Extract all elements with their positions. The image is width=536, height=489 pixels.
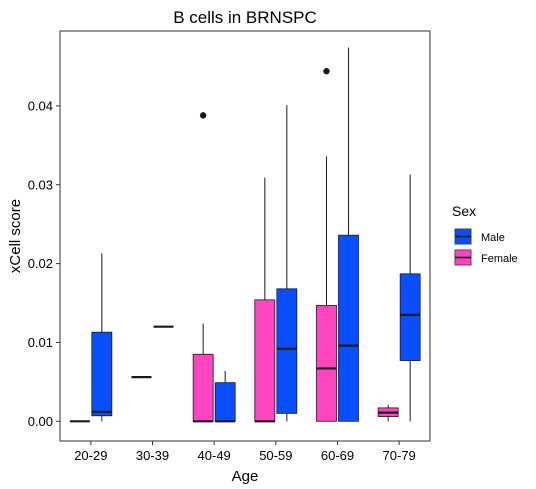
- x-axis-title: Age: [232, 468, 259, 485]
- box-layer: [69, 47, 421, 423]
- box-body: [214, 382, 236, 422]
- legend: Sex Male Female: [452, 203, 518, 267]
- legend-title: Sex: [452, 203, 476, 219]
- x-tick-label: 50-59: [259, 448, 292, 463]
- box-male-60-69: [338, 47, 359, 422]
- plot-panel: [59, 30, 431, 442]
- x-tick-label: 70-79: [383, 448, 416, 463]
- y-tick-label: 0.02: [28, 256, 53, 271]
- y-tick-label: 0.03: [28, 177, 53, 192]
- box-body: [91, 331, 113, 417]
- box-body: [399, 273, 421, 361]
- x-tick-label: 60-69: [321, 448, 354, 463]
- y-tick-label: 0.01: [28, 335, 53, 350]
- box-body: [316, 304, 337, 422]
- legend-entry-male: Male: [454, 228, 505, 246]
- box-female-40-49: [192, 112, 214, 423]
- legend-label-female: Female: [481, 253, 518, 265]
- box-body: [192, 353, 214, 422]
- box-body: [338, 234, 359, 422]
- x-tick-label: 30-39: [136, 448, 169, 463]
- box-body: [254, 299, 276, 422]
- box-male-70-79: [399, 174, 421, 422]
- outlier-point: [323, 68, 330, 75]
- y-tick-label: 0.00: [28, 414, 53, 429]
- box-female-60-69: [316, 68, 337, 422]
- box-male-50-59: [276, 105, 298, 422]
- box-body: [276, 288, 298, 414]
- legend-label-male: Male: [481, 232, 505, 244]
- chart-title: B cells in BRNSPC: [173, 8, 317, 27]
- outlier-point: [199, 112, 207, 119]
- y-axis: 0.00 0.01 0.02 0.03 0.04: [28, 98, 60, 429]
- y-tick-label: 0.04: [28, 98, 53, 113]
- x-axis: 20-29 30-39 40-49 50-59 60-69 70-79: [74, 441, 416, 463]
- x-tick-label: 40-49: [198, 448, 231, 463]
- box-female-50-59: [254, 177, 276, 423]
- y-axis-title: xCell score: [7, 199, 24, 273]
- box-male-20-29: [91, 253, 113, 422]
- box-male-40-49: [214, 370, 236, 423]
- box-female-70-79: [377, 404, 399, 422]
- legend-entry-female: Female: [454, 249, 518, 267]
- x-tick-label: 20-29: [74, 448, 107, 463]
